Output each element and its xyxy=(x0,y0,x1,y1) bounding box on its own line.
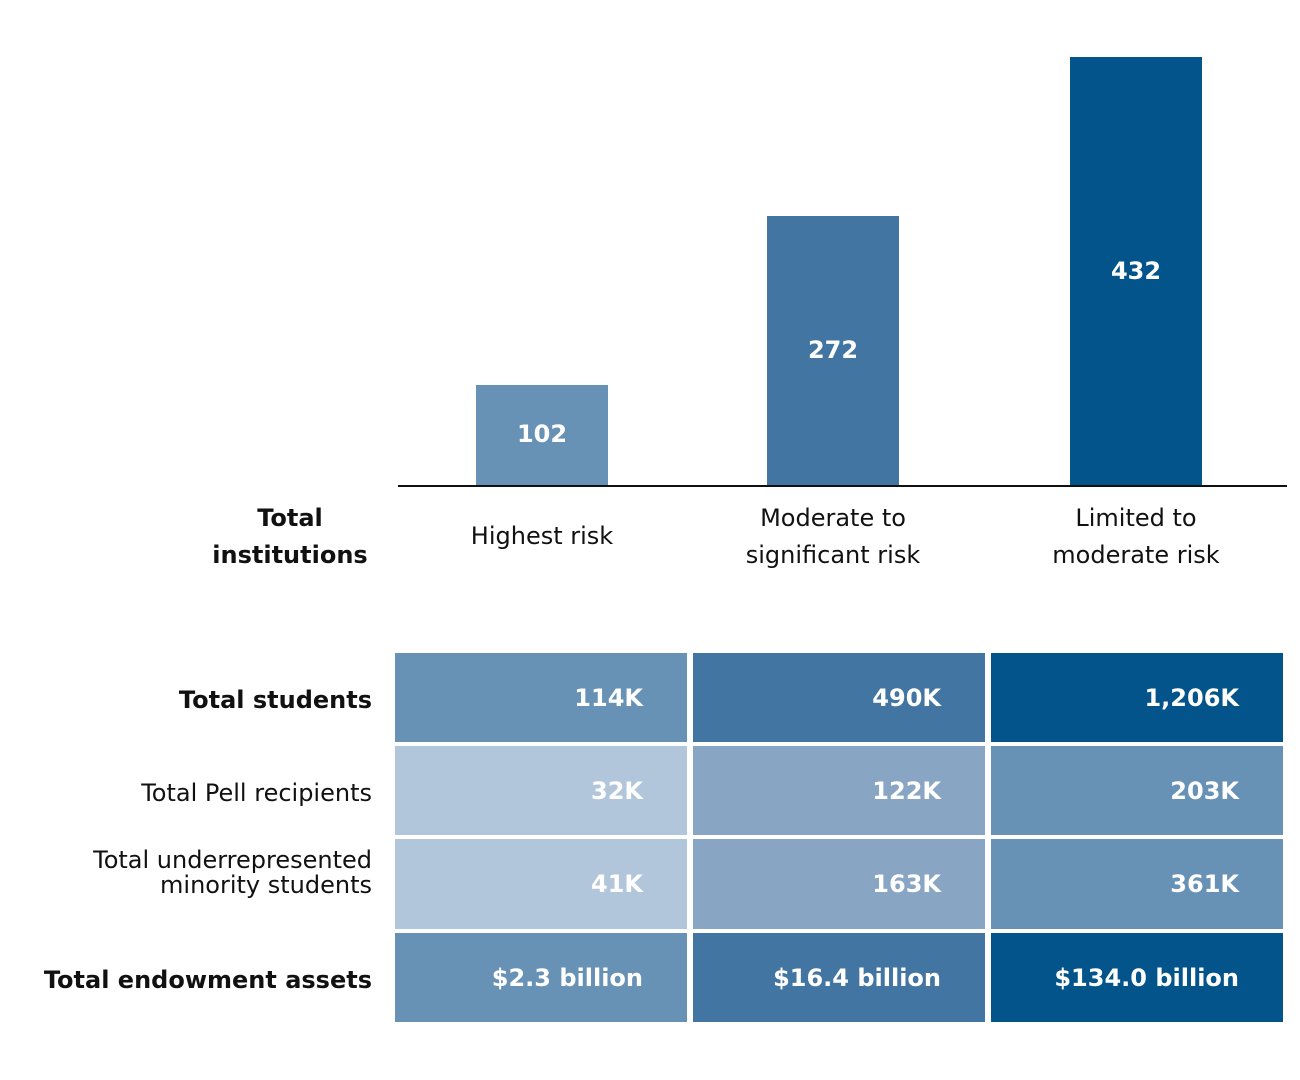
row-label-urm: Total underrepresented minority students xyxy=(93,848,372,898)
row-label-total-students: Total students xyxy=(178,686,372,714)
row-title-total-institutions: Total institutions xyxy=(180,500,400,574)
bar-2: 272 xyxy=(767,215,899,486)
table-cell: 163K xyxy=(693,839,985,929)
bar-1: 102 xyxy=(476,384,608,486)
table-cell: 1,206K xyxy=(991,653,1283,742)
category-label-line: Limited to xyxy=(1075,504,1197,532)
table-cell: $2.3 billion xyxy=(395,933,687,1022)
table-cell: 490K xyxy=(693,653,985,742)
category-label-moderate-to-significant: Moderate to significant risk xyxy=(693,500,973,574)
bar-value-label: 102 xyxy=(516,420,568,449)
bar-3: 432 xyxy=(1070,57,1202,486)
bar-value-label: 272 xyxy=(807,335,859,364)
table-cell: $16.4 billion xyxy=(693,933,985,1022)
category-label-limited-to-moderate: Limited to moderate risk xyxy=(996,500,1276,574)
category-label-line: Moderate to xyxy=(760,504,906,532)
category-label-highest-risk: Highest risk xyxy=(402,518,682,555)
table-cell: 32K xyxy=(395,746,687,835)
table-cell: $134.0 billion xyxy=(991,933,1283,1022)
x-axis-line xyxy=(398,485,1287,487)
table-cell: 122K xyxy=(693,746,985,835)
row-label-line: minority students xyxy=(160,871,372,899)
row-label-endowment: Total endowment assets xyxy=(43,966,372,994)
row-label-line: Total underrepresented xyxy=(93,846,372,874)
row-label-pell: Total Pell recipients xyxy=(141,779,372,807)
category-label-line: significant risk xyxy=(745,541,921,569)
table-cell: 41K xyxy=(395,839,687,929)
category-label-line: moderate risk xyxy=(1052,541,1220,569)
table-cell: 203K xyxy=(991,746,1283,835)
table-cell: 361K xyxy=(991,839,1283,929)
table-cell: 114K xyxy=(395,653,687,742)
row-title-text: Total institutions xyxy=(212,504,368,569)
bar-value-label: 432 xyxy=(1110,256,1162,285)
category-label-line: Highest risk xyxy=(470,522,614,550)
